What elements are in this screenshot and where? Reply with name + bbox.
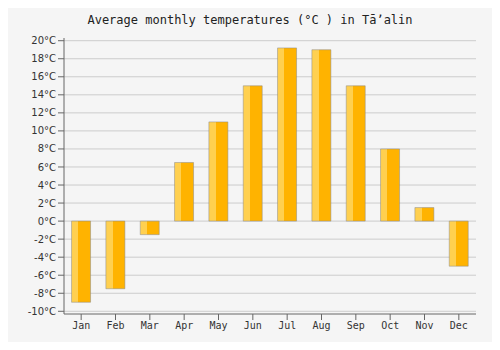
svg-text:Oct: Oct: [381, 320, 399, 331]
svg-text:Jul: Jul: [278, 320, 296, 331]
svg-text:8°C: 8°C: [38, 143, 56, 154]
svg-text:Jan: Jan: [72, 320, 90, 331]
svg-text:14°C: 14°C: [31, 89, 56, 100]
svg-text:Dec: Dec: [450, 320, 468, 331]
svg-text:Sep: Sep: [347, 320, 365, 331]
svg-text:-6°C: -6°C: [34, 270, 56, 281]
svg-text:4°C: 4°C: [38, 180, 56, 191]
svg-text:-8°C: -8°C: [34, 288, 56, 299]
svg-text:May: May: [209, 320, 227, 331]
svg-text:-4°C: -4°C: [34, 252, 56, 263]
svg-text:12°C: 12°C: [31, 107, 56, 118]
svg-text:Jun: Jun: [244, 320, 262, 331]
svg-text:2°C: 2°C: [38, 198, 56, 209]
svg-text:Nov: Nov: [415, 320, 433, 331]
html-text:Average monthly temperatures (: Average monthly temperatures (°C ) in Tā…: [87, 13, 413, 27]
svg-text:Aug: Aug: [312, 320, 330, 331]
svg-text:0°C: 0°C: [38, 216, 56, 227]
svg-text:-2°C: -2°C: [34, 234, 56, 245]
svg-text:Feb: Feb: [106, 320, 124, 331]
svg-text:-10°C: -10°C: [28, 306, 56, 317]
svg-text:18°C: 18°C: [31, 53, 56, 64]
svg-text:6°C: 6°C: [38, 162, 56, 173]
svg-text:Mar: Mar: [141, 320, 159, 331]
svg-text:20°C: 20°C: [31, 35, 56, 46]
svg-text:10°C: 10°C: [31, 125, 56, 136]
svg-text:Apr: Apr: [175, 320, 193, 331]
svg-text:16°C: 16°C: [31, 71, 56, 82]
